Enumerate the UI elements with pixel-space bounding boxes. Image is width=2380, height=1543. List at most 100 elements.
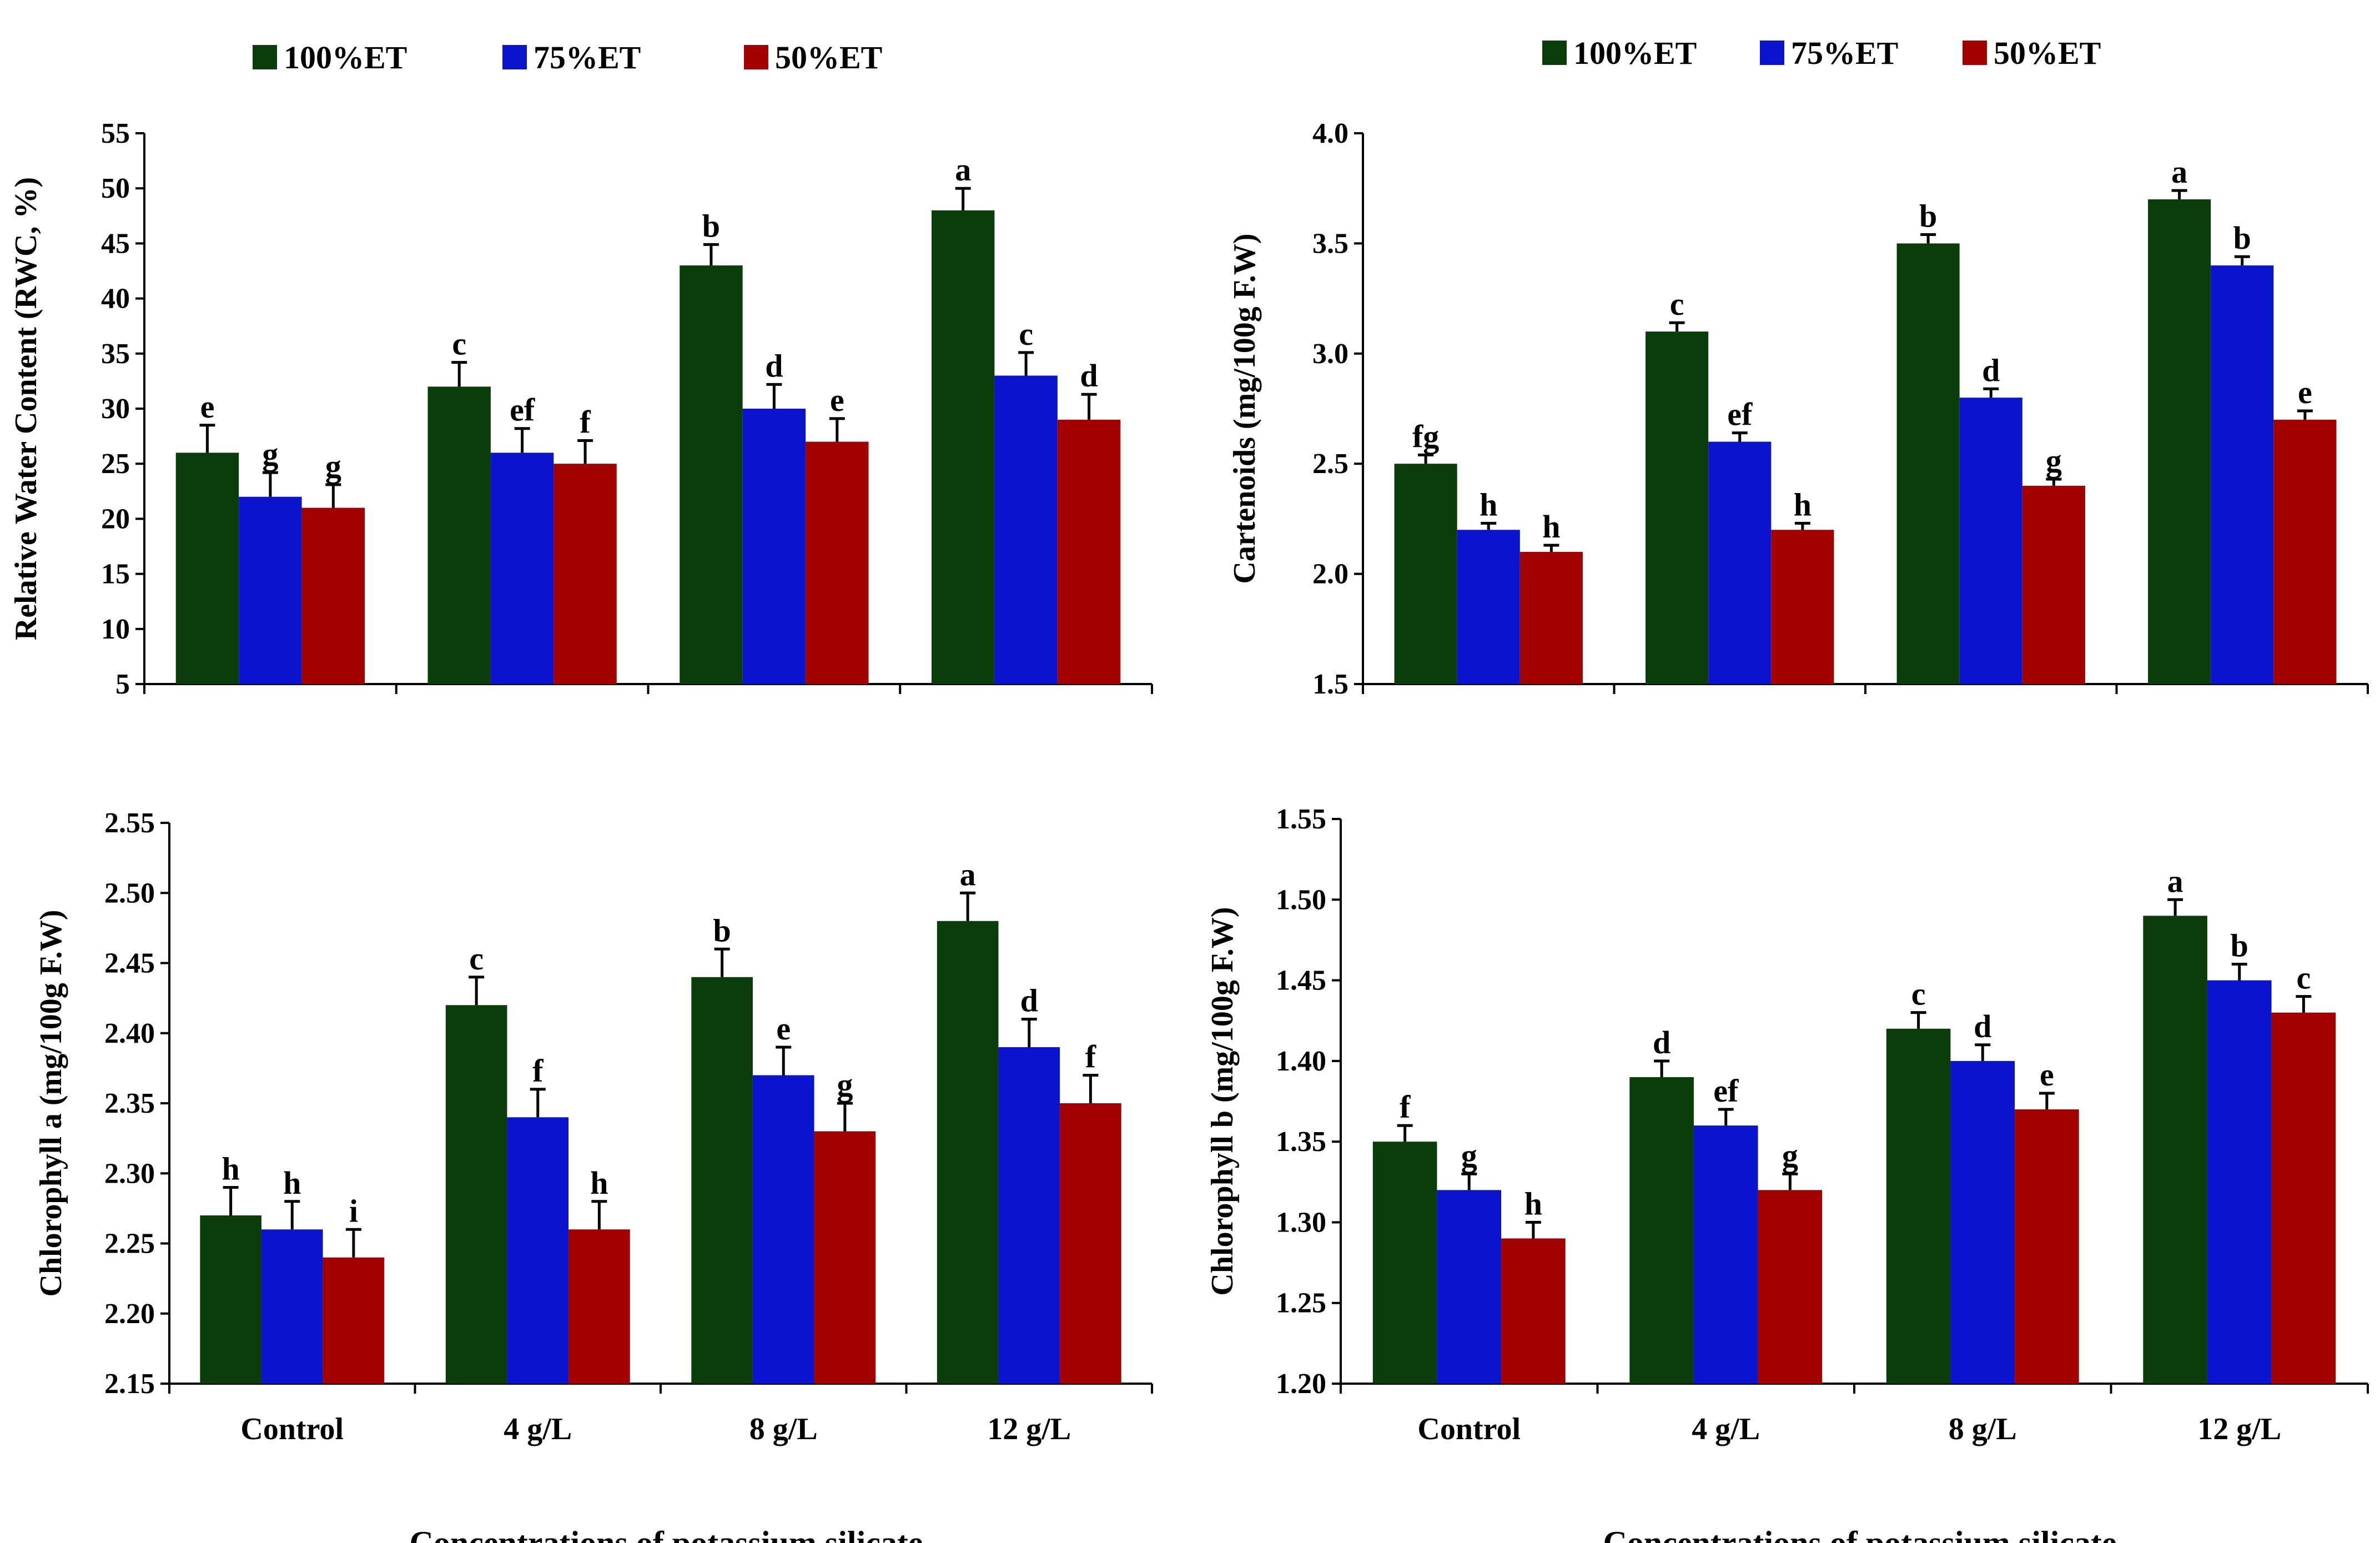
x-category-label: 4 g/L [1692, 1412, 1760, 1446]
y-tick-label: 1.35 [1276, 1126, 1326, 1158]
significance-letter: g [1782, 1137, 1798, 1173]
significance-letter: f [1400, 1089, 1411, 1125]
bar-50-et-4-g-l [1758, 1190, 1823, 1384]
significance-letter: h [1480, 486, 1497, 522]
bar-75-et-12-g-l [994, 375, 1058, 684]
bar-100-et-control [175, 453, 239, 684]
y-tick-label: 4.0 [1312, 118, 1349, 149]
bar-50-et-8-g-l [2022, 485, 2085, 684]
bar-75-et-8-g-l [1950, 1061, 2015, 1384]
significance-letter: c [1670, 286, 1684, 322]
bar-50-et-4-g-l [554, 464, 617, 684]
x-category-label: 8 g/L [1949, 1412, 2017, 1446]
bar-100-et-control [1372, 1142, 1437, 1384]
significance-letter: fg [1412, 418, 1439, 454]
significance-letter: e [2040, 1057, 2054, 1093]
legend-swatch-50-et [1963, 41, 1987, 65]
significance-letter: b [1919, 198, 1937, 234]
y-tick-label: 2.55 [104, 807, 155, 839]
bar-75-et-8-g-l [752, 1075, 814, 1384]
x-axis-title: Concentrations of potassium silicate [410, 1525, 923, 1543]
bar-100-et-4-g-l [1646, 331, 1709, 684]
y-tick-label: 55 [101, 118, 130, 149]
y-tick-label: 1.5 [1312, 669, 1349, 700]
y-tick-label: 1.50 [1276, 884, 1326, 916]
significance-letter: g [325, 448, 341, 484]
y-tick-label: 40 [101, 283, 130, 315]
chart-4: 1.20 1.25 1.30 1.35 1.40 1.45 1.50 1.55 Chloroph… [1205, 803, 2369, 1543]
bar-50-et-12-g-l [1057, 419, 1121, 684]
significance-letter: e [776, 1011, 791, 1047]
bar-100-et-8-g-l [1896, 243, 1960, 684]
significance-letter: c [452, 326, 466, 362]
x-category-label: Control [240, 1412, 344, 1446]
y-tick-label: 1.40 [1276, 1046, 1326, 1077]
y-tick-label: 2.30 [104, 1158, 155, 1189]
significance-letter: h [1542, 509, 1560, 545]
significance-letter: b [2233, 220, 2251, 256]
y-tick-label: 45 [101, 228, 130, 259]
y-tick-label: 2.20 [104, 1298, 155, 1330]
y-tick-label: 1.30 [1276, 1207, 1326, 1238]
significance-letter: b [713, 912, 731, 948]
significance-letter: g [2046, 443, 2062, 479]
y-tick-label: 2.25 [104, 1228, 155, 1260]
significance-letter: d [1020, 983, 1038, 1019]
y-tick-label: 1.55 [1276, 803, 1326, 835]
legend-swatch-75-et [502, 45, 527, 69]
bar-50-et-8-g-l [806, 441, 869, 684]
significance-letter: d [1982, 352, 2000, 388]
significance-letter: i [349, 1193, 358, 1229]
legend-label-50-et: 50%ET [1994, 35, 2101, 71]
y-tick-label: 3.5 [1312, 228, 1349, 259]
legend-label-75-et: 75%ET [534, 39, 641, 76]
bar-100-et-8-g-l [691, 977, 753, 1384]
bar-75-et-4-g-l [507, 1117, 569, 1384]
bar-75-et-8-g-l [742, 409, 806, 684]
significance-letter: d [1653, 1024, 1670, 1061]
bar-50-et-4-g-l [568, 1229, 630, 1384]
significance-letter: ef [510, 392, 535, 428]
significance-letter: h [1524, 1185, 1542, 1222]
y-tick-label: 2.15 [104, 1368, 155, 1400]
bar-50-et-control [1519, 551, 1583, 684]
y-tick-label: 15 [101, 559, 130, 590]
significance-letter: g [262, 436, 278, 472]
bar-75-et-8-g-l [1959, 398, 2022, 684]
bar-100-et-4-g-l [427, 386, 491, 684]
bar-50-et-control [1501, 1238, 1566, 1384]
bar-50-et-control [323, 1257, 385, 1384]
significance-letter: a [955, 152, 971, 188]
bar-100-et-12-g-l [937, 921, 999, 1384]
bar-50-et-control [301, 507, 365, 684]
significance-letter: f [1085, 1039, 1096, 1075]
legend-label-50-et: 50%ET [775, 39, 882, 76]
legend-swatch-100-et [253, 45, 277, 69]
x-category-label: 12 g/L [2197, 1412, 2281, 1446]
y-axis-title: Chlorophyll a (mg/100g F.W) [34, 910, 68, 1297]
y-tick-label: 2.0 [1312, 559, 1349, 590]
significance-letter: ef [1727, 396, 1753, 433]
bar-75-et-control [261, 1229, 323, 1384]
x-category-label: 4 g/L [504, 1412, 572, 1446]
bar-100-et-12-g-l [2143, 916, 2207, 1384]
y-tick-label: 1.45 [1276, 965, 1326, 997]
bar-100-et-control [200, 1215, 261, 1384]
y-tick-label: 1.20 [1276, 1368, 1326, 1400]
significance-letter: a [2167, 863, 2183, 899]
y-axis-title: Chlorophyll b (mg/100g F.W) [1205, 907, 1240, 1295]
significance-letter: c [469, 941, 484, 977]
legend-label-100-et: 100%ET [284, 39, 407, 76]
y-tick-label: 3.0 [1312, 338, 1349, 370]
legend-label-100-et: 100%ET [1573, 35, 1697, 71]
x-category-label: 8 g/L [749, 1412, 818, 1446]
significance-letter: g [837, 1067, 853, 1103]
bar-75-et-control [239, 496, 302, 684]
y-tick-label: 1.25 [1276, 1288, 1326, 1319]
significance-letter: a [2171, 154, 2187, 190]
x-category-label: Control [1417, 1412, 1521, 1446]
significance-letter: f [580, 404, 591, 440]
chart-2: 1.5 2.0 2.5 3.0 3.5 4.0 Cartenoids (mg/100g F.… [1227, 118, 2369, 700]
legend-label-75-et: 75%ET [1791, 35, 1898, 71]
bar-100-et-8-g-l [1886, 1028, 1951, 1384]
